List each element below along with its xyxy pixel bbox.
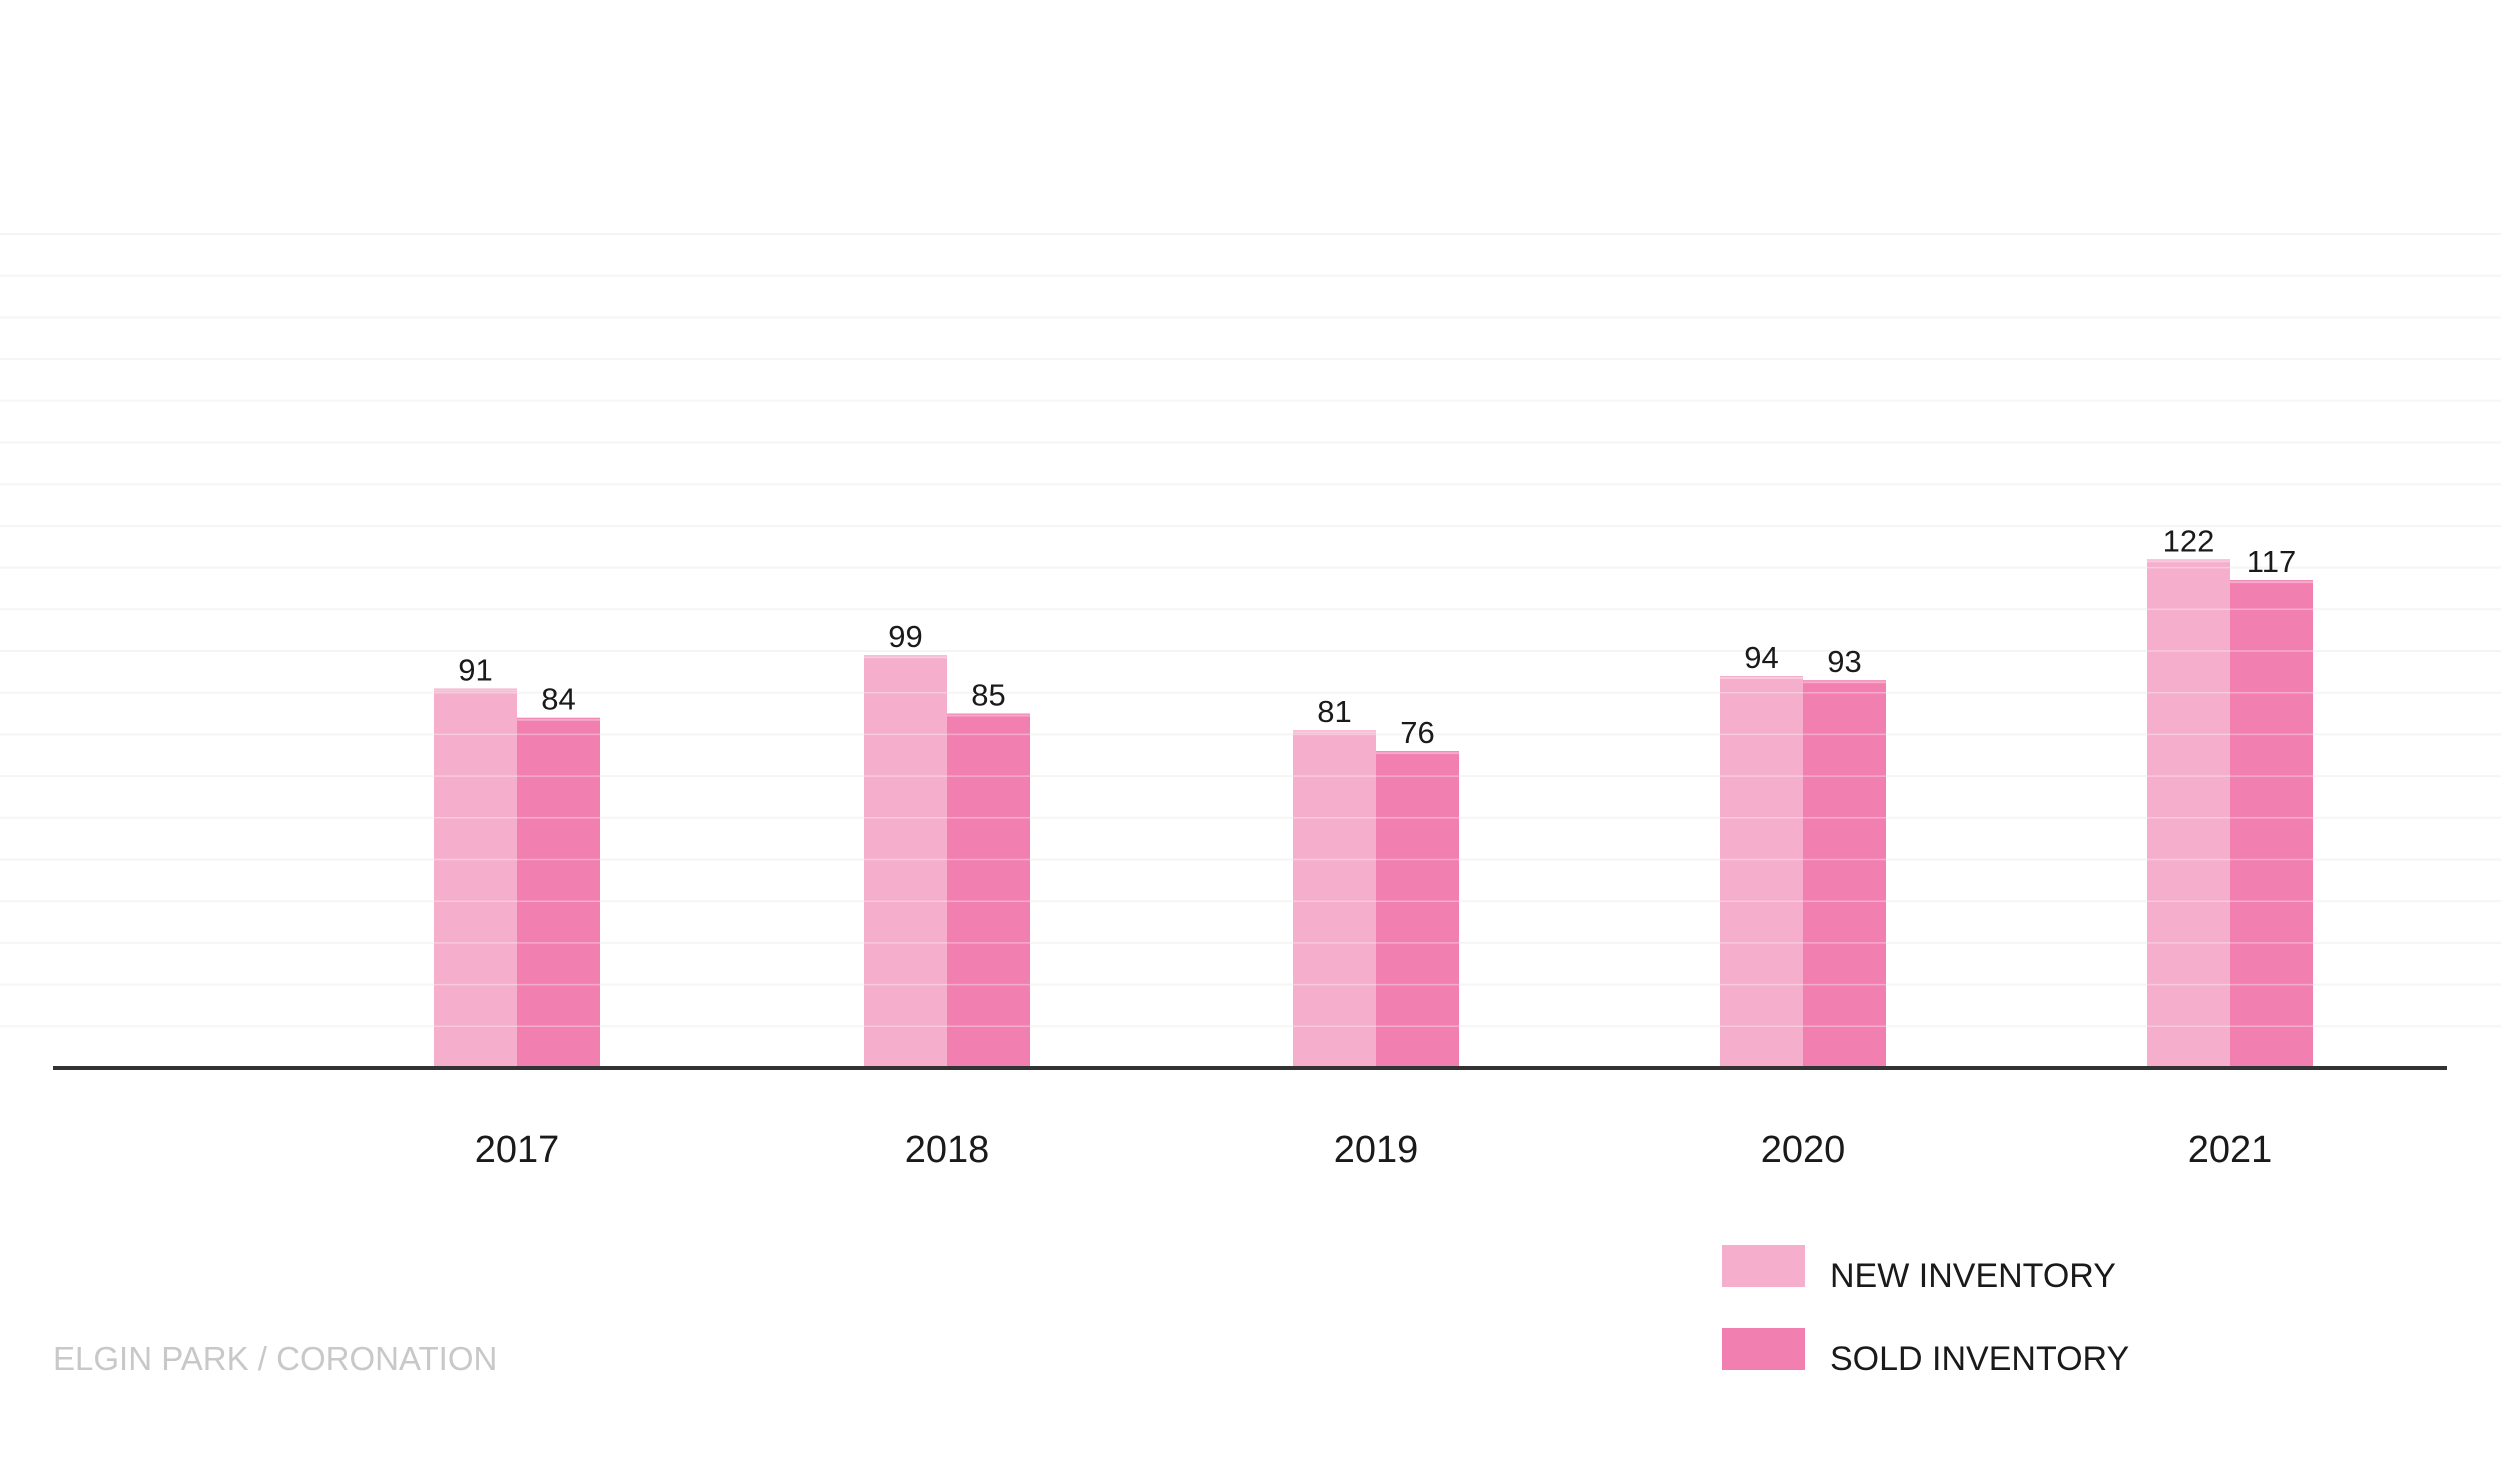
bar-sold-inventory-2017 [517,717,600,1068]
bar-sold-inventory-2021 [2230,580,2313,1068]
bars [0,233,2501,1068]
data-label-sold-inventory-2020: 93 [1827,644,1861,679]
data-label-sold-inventory-2018: 85 [971,678,1005,713]
legend-swatch-sold-inventory [1722,1328,1805,1370]
value-labels: 91 84 99 85 81 76 94 93 122 117 [458,523,2296,750]
bar-new-inventory-2017 [434,688,517,1068]
data-label-sold-inventory-2017: 84 [541,682,575,717]
data-label-new-inventory-2020: 94 [1744,640,1778,675]
bar-new-inventory-2021 [2147,559,2230,1068]
data-label-new-inventory-2018: 99 [888,619,922,654]
x-tick-label-2018: 2018 [905,1129,990,1171]
bar-grid-overlay [0,233,2501,1028]
legend-swatch-new-inventory [1722,1245,1805,1287]
bar-sold-inventory-2019 [1376,751,1459,1068]
bar-sold-inventory-2020 [1803,680,1886,1068]
data-label-new-inventory-2021: 122 [2163,523,2215,558]
footer-location-label: ELGIN PARK / CORONATION [53,1340,497,1377]
x-tick-label-2019: 2019 [1334,1129,1419,1171]
data-label-sold-inventory-2019: 76 [1400,715,1434,750]
x-tick-label-2021: 2021 [2188,1129,2273,1171]
bar-new-inventory-2020 [1720,676,1803,1068]
data-label-new-inventory-2017: 91 [458,653,492,688]
bar-sold-inventory-2018 [947,713,1030,1068]
data-label-sold-inventory-2021: 117 [2247,544,2296,579]
legend: NEW INVENTORY SOLD INVENTORY [1722,1245,2129,1378]
x-tick-label-2017: 2017 [475,1129,560,1171]
x-tick-label-2020: 2020 [1761,1129,1846,1171]
bar-new-inventory-2019 [1293,730,1376,1068]
legend-label-new-inventory: NEW INVENTORY [1830,1257,2116,1295]
x-axis-tick-labels: 2017 2018 2019 2020 2021 [475,1129,2273,1171]
legend-label-sold-inventory: SOLD INVENTORY [1830,1340,2129,1378]
data-label-new-inventory-2019: 81 [1317,694,1351,729]
bar-new-inventory-2018 [864,655,947,1068]
gridlines [0,233,2501,1028]
